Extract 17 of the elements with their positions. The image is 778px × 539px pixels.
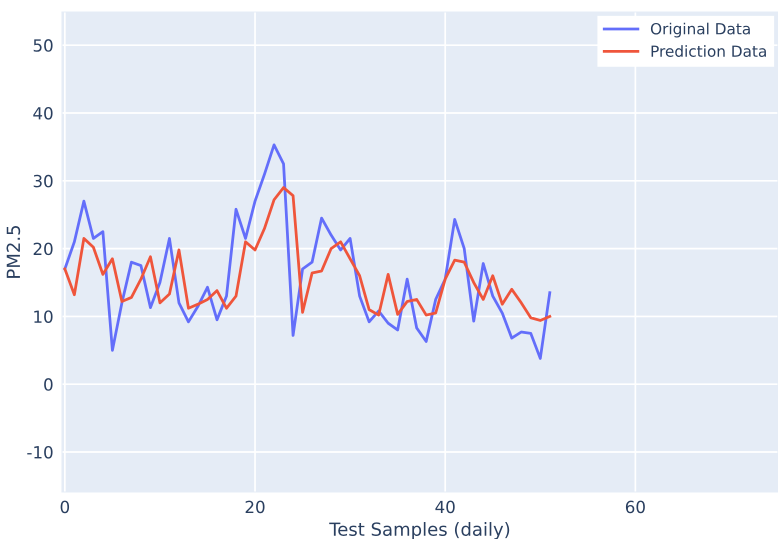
- legend-label: Prediction Data: [652, 45, 766, 57]
- y-axis-title: PM2.5: [6, 226, 20, 278]
- x-tick-label: 20: [246, 500, 265, 514]
- y-tick-label: 50: [34, 39, 53, 52]
- y-tick-label: 10: [34, 310, 53, 323]
- x-axis-title: Test Samples (daily): [329, 522, 510, 539]
- line-series: [63, 186, 552, 322]
- y-tick-label: 40: [33, 106, 53, 120]
- legend-label: Original Data: [650, 22, 750, 38]
- x-tick-label: 0: [60, 500, 70, 514]
- line-series: [63, 143, 552, 360]
- x-tick-label: 60: [626, 500, 645, 514]
- y-tick-label: 20: [34, 242, 53, 256]
- y-tick-label: 30: [34, 174, 53, 188]
- y-tick-label: 0: [44, 378, 53, 391]
- x-tick-label: 40: [435, 500, 455, 514]
- y-tick-label: -10: [27, 446, 53, 459]
